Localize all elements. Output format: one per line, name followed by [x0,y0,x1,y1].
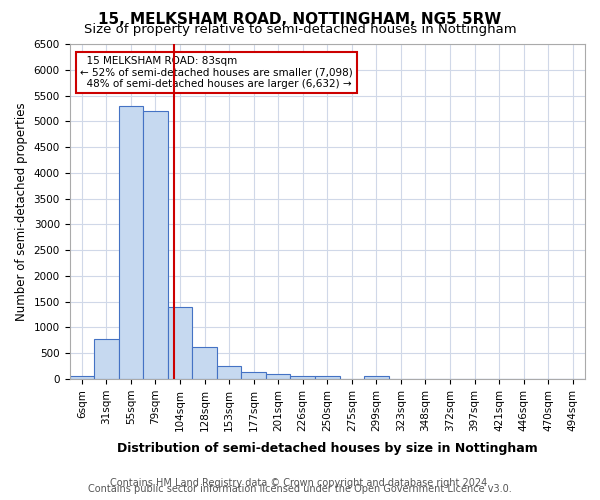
Bar [290,376,315,379]
Bar [266,374,290,379]
Bar [241,372,266,379]
Bar [168,307,192,379]
Text: 15, MELKSHAM ROAD, NOTTINGHAM, NG5 5RW: 15, MELKSHAM ROAD, NOTTINGHAM, NG5 5RW [98,12,502,28]
Text: 15 MELKSHAM ROAD: 83sqm
← 52% of semi-detached houses are smaller (7,098)
  48% : 15 MELKSHAM ROAD: 83sqm ← 52% of semi-de… [80,56,353,89]
Text: Contains public sector information licensed under the Open Government Licence v3: Contains public sector information licen… [88,484,512,494]
Bar [94,339,119,379]
Bar [192,346,217,379]
Text: Size of property relative to semi-detached houses in Nottingham: Size of property relative to semi-detach… [83,22,517,36]
Text: Contains HM Land Registry data © Crown copyright and database right 2024.: Contains HM Land Registry data © Crown c… [110,478,490,488]
Bar [70,376,94,379]
Bar [143,111,168,379]
Bar [364,376,389,379]
Bar [119,106,143,379]
Bar [217,366,241,379]
Bar [315,376,340,379]
Y-axis label: Number of semi-detached properties: Number of semi-detached properties [15,102,28,321]
X-axis label: Distribution of semi-detached houses by size in Nottingham: Distribution of semi-detached houses by … [117,442,538,455]
